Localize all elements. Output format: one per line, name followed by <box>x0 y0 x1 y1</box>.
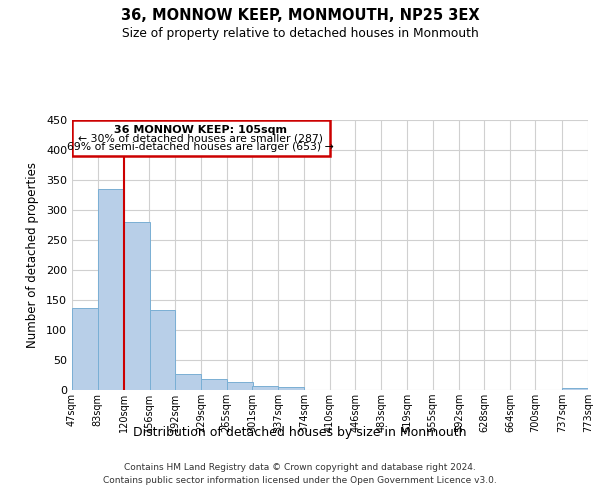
Bar <box>175 374 201 390</box>
Text: 36 MONNOW KEEP: 105sqm: 36 MONNOW KEEP: 105sqm <box>115 125 287 135</box>
Text: Contains HM Land Registry data © Crown copyright and database right 2024.: Contains HM Land Registry data © Crown c… <box>124 464 476 472</box>
Bar <box>98 189 124 390</box>
Bar <box>72 308 98 390</box>
Text: 69% of semi-detached houses are larger (653) →: 69% of semi-detached houses are larger (… <box>67 142 334 152</box>
Bar <box>253 386 278 390</box>
Text: Contains public sector information licensed under the Open Government Licence v3: Contains public sector information licen… <box>103 476 497 485</box>
Bar <box>124 222 150 390</box>
Bar <box>149 310 175 390</box>
Text: Distribution of detached houses by size in Monmouth: Distribution of detached houses by size … <box>133 426 467 439</box>
Bar <box>278 387 304 390</box>
Text: ← 30% of detached houses are smaller (287): ← 30% of detached houses are smaller (28… <box>79 133 323 143</box>
Text: Size of property relative to detached houses in Monmouth: Size of property relative to detached ho… <box>122 28 478 40</box>
Bar <box>202 379 227 390</box>
Text: 36, MONNOW KEEP, MONMOUTH, NP25 3EX: 36, MONNOW KEEP, MONMOUTH, NP25 3EX <box>121 8 479 22</box>
FancyBboxPatch shape <box>72 120 329 156</box>
Y-axis label: Number of detached properties: Number of detached properties <box>26 162 39 348</box>
Bar <box>227 382 253 390</box>
Bar <box>562 388 588 390</box>
